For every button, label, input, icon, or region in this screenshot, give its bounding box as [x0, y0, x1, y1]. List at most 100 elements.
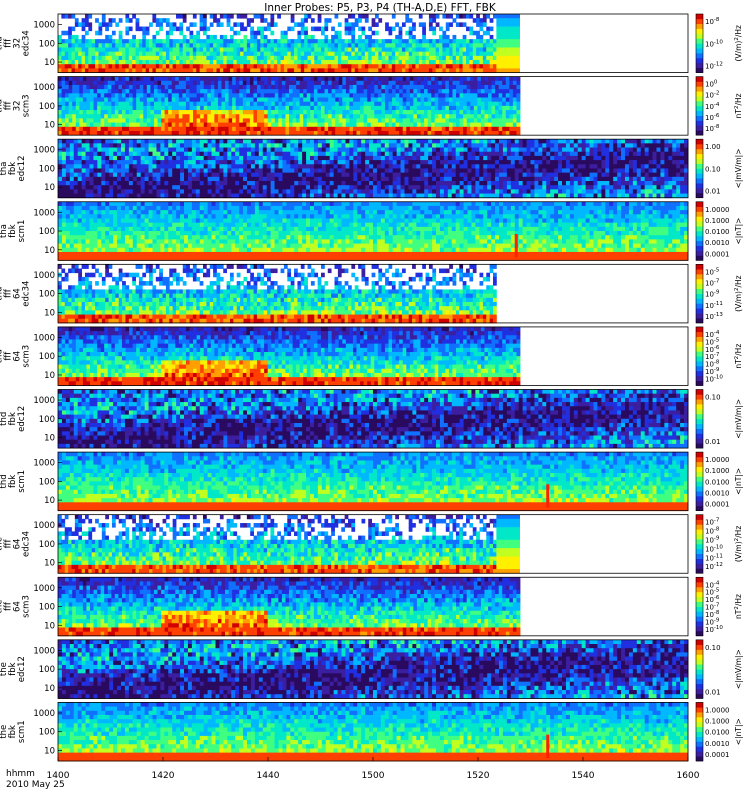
panel-5-cbar-label: (V/m)2/Hz [734, 275, 743, 311]
panel-2-ytick-10: 10 [44, 121, 55, 131]
panel-6-cbar-label: nT2/Hz [734, 344, 743, 369]
xtick-1520: 1520 [467, 771, 490, 781]
panel-4-ylabel: thafbkscm1 [0, 220, 27, 243]
panel-1: 100010010thafff32edc3410-810-1010-12(V/m… [0, 14, 743, 73]
panel-7-ylabel: thdfbkedc12 [0, 406, 27, 432]
panel-1-ylabel: thafff32edc34 [0, 30, 32, 56]
panel-8: 100010010thdfbkscm11.00000.10000.01000.0… [0, 452, 743, 511]
panel-4-ytick-10: 10 [44, 246, 55, 256]
panel-12-heatmap [58, 702, 688, 761]
panel-6-ytick-10: 10 [44, 371, 55, 381]
panel-9-cbar-tick: 10-10 [705, 544, 723, 553]
panel-12-cbar-tick: 0.0010 [705, 740, 730, 748]
panel-12: 100010010thefbkscm11.00000.10000.01000.0… [0, 702, 743, 761]
panel-3-cbar-tick: 0.10 [705, 165, 721, 173]
x-axis-label-hhmm: hhmm [6, 769, 35, 779]
panel-9: 100010010thefff64edc3410-710-810-910-101… [0, 515, 743, 574]
panel-3-ylabel: thafbkedc12 [0, 155, 27, 181]
panel-8-ytick-1000: 1000 [33, 459, 55, 469]
panel-10-ytick-100: 100 [39, 603, 55, 613]
panel-12-ytick-1000: 1000 [33, 709, 55, 719]
panel-3-ytick-100: 100 [39, 164, 55, 174]
panel-11-cbar-tick: 0.01 [705, 688, 721, 696]
panel-11-heatmap [58, 640, 688, 699]
panel-8-cbar-tick: 0.1000 [705, 467, 730, 475]
xtick-1500: 1500 [362, 771, 385, 781]
panel-8-ytick-100: 100 [39, 477, 55, 487]
panel-11-ytick-100: 100 [39, 665, 55, 675]
panel-9-ytick-100: 100 [39, 540, 55, 550]
panel-12-cbar-tick: 0.1000 [705, 718, 730, 726]
panel-8-cbar-tick: 0.0100 [705, 478, 730, 486]
panel-1-ytick-1000: 1000 [33, 21, 55, 31]
panel-9-cbar-tick: 10-8 [705, 527, 720, 536]
panel-12-spike [546, 735, 549, 758]
panel-1-cbar-tick: 10-8 [705, 17, 720, 26]
xtick-1420: 1420 [152, 771, 175, 781]
panel-2-cbar-tick: 10-2 [705, 91, 719, 100]
panel-4-spike [515, 234, 518, 257]
panel-8-spike [546, 484, 549, 507]
panel-4-cbar-tick: 0.0010 [705, 239, 730, 247]
panel-3-cbar-tick: 1.00 [705, 143, 721, 151]
panel-9-ylabel: thefff64edc34 [0, 531, 32, 557]
panel-1-cbar-label: (V/m)2/Hz [734, 25, 743, 61]
xtick-1600: 1600 [677, 771, 700, 781]
panel-6: 100010010thdfff64scm310-410-510-610-710-… [0, 327, 743, 386]
panel-6-cbar-tick: 10-10 [705, 374, 723, 383]
panel-1-cbar-tick: 10-12 [705, 62, 723, 71]
panel-4: 1000 100 10 thafbkscm1 1.00000.10000.01000.0… [0, 202, 743, 261]
panel-5-ylabel: thdfff64edc34 [0, 281, 32, 307]
panel-5-ytick-1000: 1000 [33, 271, 55, 281]
panel-2-ytick-100: 100 [39, 102, 55, 112]
panel-3-cbar-label: <|mV/m|> [734, 149, 743, 189]
panel-11-colorbar: 0.10 0.01 <|mV/m|> [696, 640, 743, 699]
panel-12-ylabel: thefbkscm1 [0, 720, 27, 743]
panel-10-cbar-tick: 10-10 [705, 625, 723, 634]
panel-6-ytick-1000: 1000 [33, 333, 55, 343]
panel-5-cbar-tick: 10-13 [705, 312, 723, 321]
panel-10-ytick-1000: 1000 [33, 584, 55, 594]
panel-9-cbar-tick: 10-11 [705, 553, 723, 562]
panel-7-ytick-10: 10 [44, 434, 55, 444]
panel-3-cbar-tick: 0.01 [705, 188, 721, 196]
x-axis-label-date: 2010 May 25 [6, 780, 65, 790]
panel-6-ylabel: thdfff64scm3 [0, 345, 32, 368]
panel-11-cbar-tick: 0.10 [705, 644, 721, 652]
panel-11-cbar-label: <|mV/m|> [734, 649, 743, 689]
panel-2-ylabel: thafff32scm3 [0, 94, 32, 117]
panel-5-cbar-tick: 10-5 [705, 267, 720, 276]
panel-5-ytick-100: 100 [39, 290, 55, 300]
panel-5-cbar-tick: 10-11 [705, 301, 723, 310]
panel-8-ylabel: thdfbkscm1 [0, 470, 27, 493]
panel-8-cbar-label: <|nT|> [734, 468, 743, 495]
panel-4-ytick-100: 100 [39, 227, 55, 237]
panel-12-cbar-tick: 0.0100 [705, 729, 730, 737]
xtick-1540: 1540 [572, 771, 595, 781]
panel-1-cbar-tick: 10-10 [705, 39, 723, 48]
panel-12-ytick-100: 100 [39, 728, 55, 738]
panel-12-ytick-10: 10 [44, 746, 55, 756]
panel-3-heatmap [58, 139, 688, 198]
panel-11-ytick-1000: 1000 [33, 646, 55, 656]
panel-2-cbar-tick: 10-4 [705, 102, 720, 111]
panel-8-cbar-tick: 0.0010 [705, 490, 730, 498]
panel-1-ytick-10: 10 [44, 58, 55, 68]
panel-9-cbar-label: (V/m)2/Hz [734, 526, 743, 562]
panel-5: 100010010thdfff64edc3410-510-710-910-111… [0, 264, 743, 323]
chart-title: Inner Probes: P5, P3, P4 (TH-A,D,E) FFT,… [264, 2, 497, 14]
panel-10-heatmap [58, 577, 520, 636]
panel-4-ytick-1000: 1000 [33, 208, 55, 218]
panel-12-cbar-tick: 0.0001 [705, 751, 730, 759]
panel-3-ytick-10: 10 [44, 183, 55, 193]
